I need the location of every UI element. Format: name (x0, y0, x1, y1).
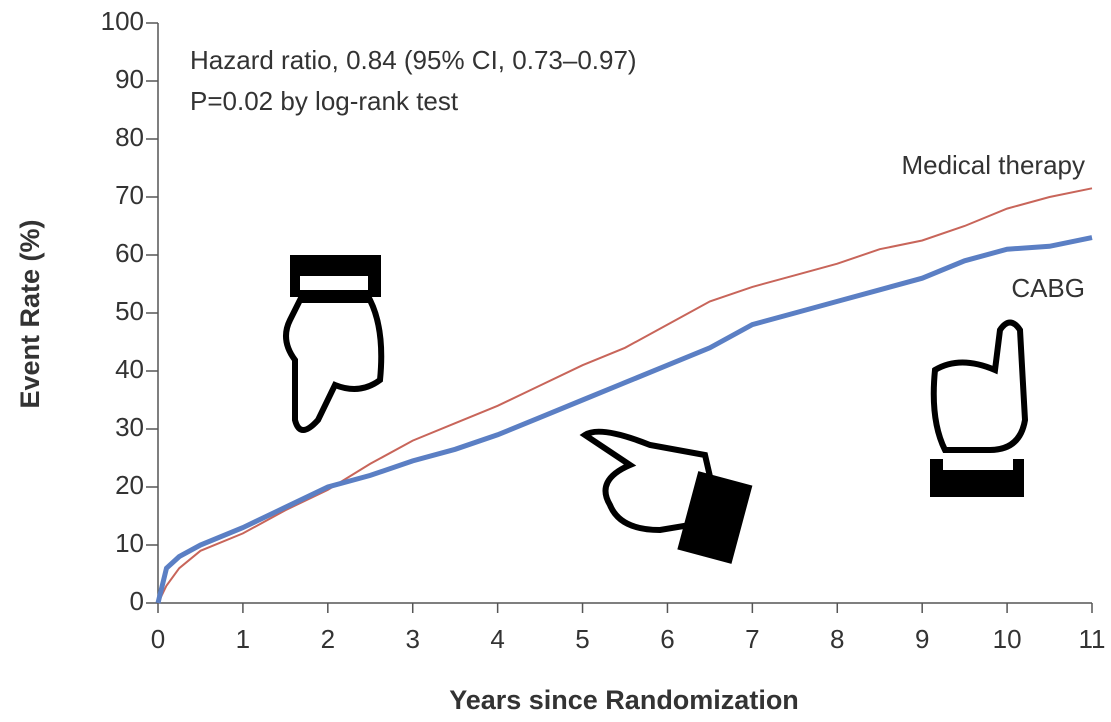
y-tick-label: 60 (115, 238, 144, 268)
x-tick-label: 9 (915, 624, 929, 654)
x-axis-title: Years since Randomization (449, 685, 799, 715)
y-tick-label: 10 (115, 528, 144, 558)
y-tick-label: 100 (101, 6, 144, 36)
series-label: Medical therapy (901, 150, 1085, 180)
annotation: P=0.02 by log-rank test (190, 86, 459, 116)
x-tick-label: 3 (405, 624, 419, 654)
x-tick-label: 7 (745, 624, 759, 654)
x-tick-label: 4 (490, 624, 504, 654)
y-tick-label: 70 (115, 180, 144, 210)
x-tick-label: 1 (236, 624, 250, 654)
line-series (155, 235, 1093, 604)
hand-icon (930, 319, 1029, 497)
hand-icon (283, 255, 385, 433)
x-tick-label: 0 (151, 624, 165, 654)
x-tick-label: 8 (830, 624, 844, 654)
y-tick-label: 30 (115, 412, 144, 442)
annotation: Hazard ratio, 0.84 (95% CI, 0.73–0.97) (190, 45, 637, 75)
x-tick-label: 11 (1079, 624, 1106, 654)
x-tick-label: 6 (660, 624, 674, 654)
x-tick-label: 10 (993, 624, 1022, 654)
series-label: CABG (1011, 273, 1085, 303)
y-tick-label: 90 (115, 64, 144, 94)
y-axis-title: Event Rate (%) (15, 219, 45, 408)
x-tick-label: 2 (321, 624, 335, 654)
y-tick-label: 50 (115, 296, 144, 326)
x-tick-label: 5 (575, 624, 589, 654)
y-tick-label: 80 (115, 122, 144, 152)
y-tick-label: 40 (115, 354, 144, 384)
line-series (157, 187, 1093, 604)
y-tick-label: 20 (115, 470, 144, 500)
y-tick-label: 0 (130, 586, 144, 616)
hand-icon (579, 428, 753, 564)
